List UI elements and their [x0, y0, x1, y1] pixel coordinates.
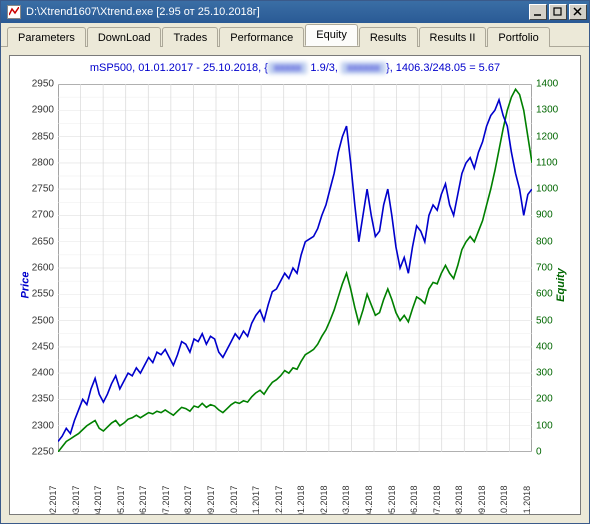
- x-ticks: 01.02.201701.03.201701.04.201701.05.2017…: [58, 454, 532, 512]
- chart-title: mSP500, 01.01.2017 - 25.10.2018, {xxxxx …: [10, 56, 580, 76]
- tab-results[interactable]: Results: [359, 27, 418, 47]
- tab-portfolio[interactable]: Portfolio: [487, 27, 549, 47]
- window-title: D:\Xtrend1607\Xtrend.exe [2.95 от 25.10.…: [26, 6, 529, 18]
- close-button[interactable]: [569, 4, 587, 20]
- tab-bar: ParametersDownLoadTradesPerformanceEquit…: [1, 23, 589, 47]
- tab-results-ii[interactable]: Results II: [419, 27, 487, 47]
- tab-performance[interactable]: Performance: [219, 27, 304, 47]
- minimize-button[interactable]: [529, 4, 547, 20]
- app-icon: [7, 5, 21, 19]
- y-left-ticks: 2250230023502400245025002550260026502700…: [26, 84, 56, 452]
- content-area: mSP500, 01.01.2017 - 25.10.2018, {xxxxx …: [1, 47, 589, 523]
- chart-svg: [58, 84, 532, 452]
- titlebar: D:\Xtrend1607\Xtrend.exe [2.95 от 25.10.…: [1, 1, 589, 23]
- tab-download[interactable]: DownLoad: [87, 27, 162, 47]
- maximize-button[interactable]: [549, 4, 567, 20]
- chart-panel: mSP500, 01.01.2017 - 25.10.2018, {xxxxx …: [9, 55, 581, 515]
- tab-trades[interactable]: Trades: [162, 27, 218, 47]
- tab-parameters[interactable]: Parameters: [7, 27, 86, 47]
- tab-equity[interactable]: Equity: [305, 24, 358, 46]
- app-window: D:\Xtrend1607\Xtrend.exe [2.95 от 25.10.…: [0, 0, 590, 524]
- y-right-ticks: 0100200300400500600700800900100011001200…: [534, 84, 564, 452]
- plot-area: [58, 84, 532, 452]
